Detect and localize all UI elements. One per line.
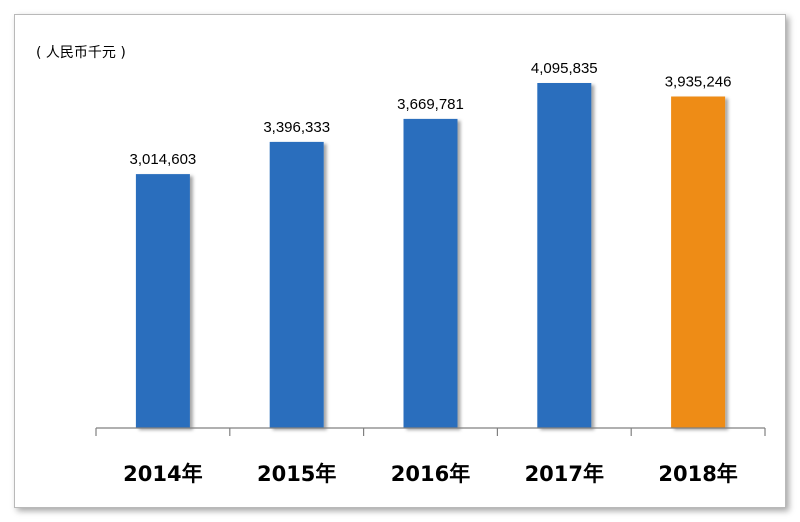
bar-2	[403, 118, 458, 429]
category-label-0: 2014年	[123, 462, 202, 486]
bar-1	[269, 141, 324, 428]
category-label-2: 2016年	[391, 462, 470, 486]
category-label-4: 2018年	[658, 462, 737, 486]
value-label-4: 3,935,246	[665, 74, 732, 91]
category-label-1: 2015年	[257, 462, 336, 486]
bar-3	[537, 83, 592, 428]
category-label-3: 2017年	[525, 462, 604, 486]
unit-label: ( 人民币千元 )	[36, 45, 126, 61]
value-label-1: 3,396,333	[263, 119, 330, 136]
bar-4	[671, 96, 726, 428]
value-label-2: 3,669,781	[397, 96, 464, 113]
value-label-3: 4,095,835	[531, 60, 598, 77]
bar-0	[135, 174, 190, 428]
value-label-0: 3,014,603	[130, 151, 197, 168]
